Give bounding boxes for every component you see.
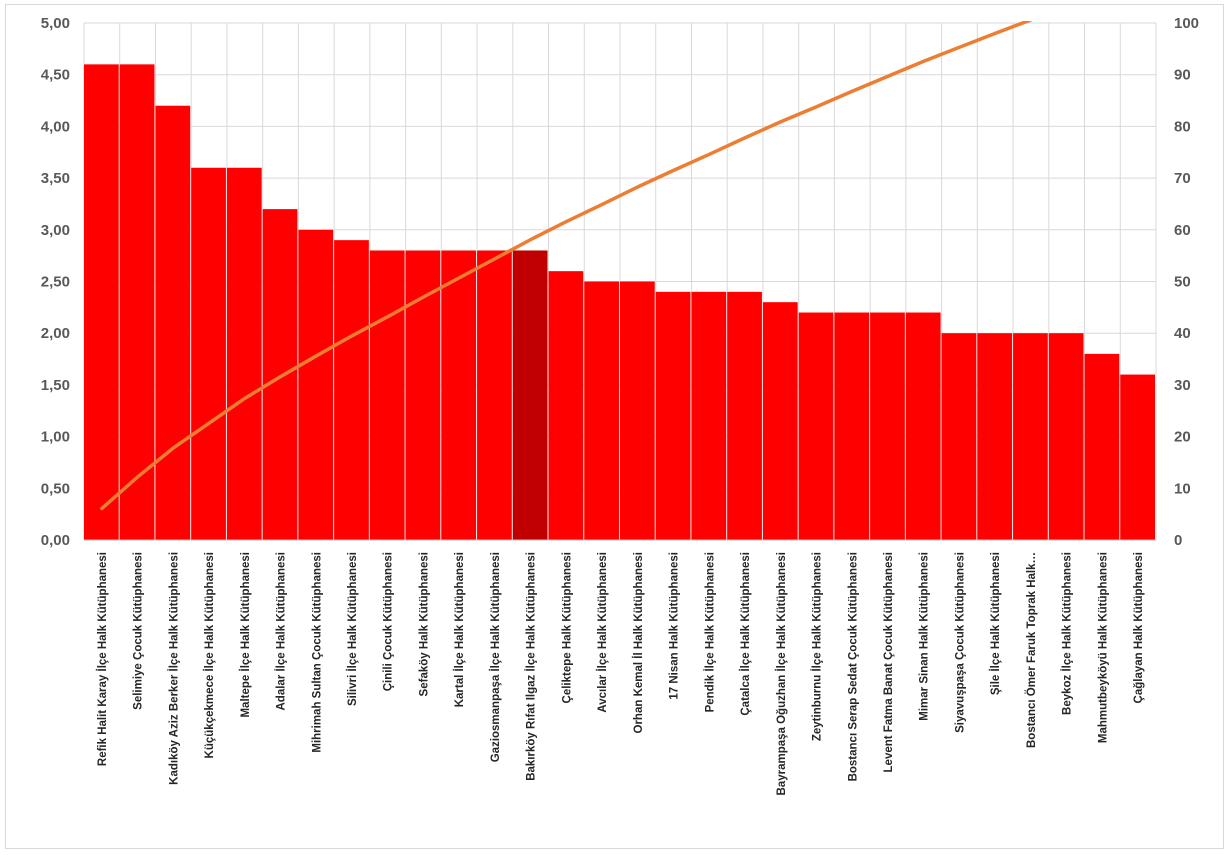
category-label: Çatalca İlçe Halk Kütüphanesi [739,552,752,716]
bar [155,105,191,540]
category-label: Beykoz İlçe Halk Kütüphanesi [1061,552,1074,715]
bar [1048,333,1084,540]
category-label: Avcılar İlçe Halk Kütüphanesi [596,552,609,713]
bar [334,240,369,540]
right-tick-label: 20 [1174,429,1191,446]
left-tick-label: 3,00 [41,222,70,239]
category-label: Selimiye Çocuk Kütüphanesi [133,552,145,710]
cumulative-line-series [100,21,1033,511]
x-axis-labels: Refik Halit Karay İlçe Halk Kütüphanesi S… [84,539,1156,796]
bar [1013,333,1048,540]
category-label: Mimar Sinan Halk Kütüphanesi [919,552,931,721]
bar [298,229,334,541]
category-label: Gaziosmanpaşa İlçe Halk Kütüphanesi [489,552,502,762]
category-label: Çinili Çocuk Kütüphanesi [383,552,395,691]
bar [727,291,762,540]
category-label: Çeliktepe Halk Kütüphanesi [561,552,573,703]
left-tick-label: 0,50 [41,480,70,497]
bar [655,291,691,540]
left-tick-label: 4,00 [41,118,70,135]
bar [977,333,1013,540]
right-tick-label: 0 [1174,532,1182,549]
right-tick-label: 70 [1174,170,1191,187]
category-label: Küçükçekmece İlçe Halk Kütüphanesi [203,552,216,758]
bar [441,250,477,541]
right-tick-label: 90 [1174,67,1191,84]
category-label: Maltepe İlçe Halk Kütüphanesi [239,552,252,718]
bar [798,312,834,540]
left-tick-label: 1,00 [41,429,70,446]
category-label: Levent Fatma Banat Çocuk Kütüphanesi [883,552,895,772]
category-label: 17 Nisan Halk Kütüphanesi [669,552,681,700]
bar [84,64,119,541]
left-tick-label: 4,50 [41,67,70,84]
bar [369,250,405,541]
category-label: Zeytinburnu İlçe Halk Kütüphanesi [811,552,824,741]
left-tick-label: 1,50 [41,377,70,394]
category-label: Bayrampaşa Oğuzhan İlçe Halk Kütüphanesi [775,552,788,796]
bar [119,64,155,541]
bar [191,167,226,540]
bar [584,281,619,540]
left-tick-label: 5,00 [41,15,70,32]
left-tick-label: 0,00 [41,532,70,549]
bar [905,312,941,540]
left-tick-label: 2,00 [41,325,70,342]
bar [548,271,584,540]
bar [620,281,655,540]
bar [262,209,298,540]
category-label: Pendik İlçe Halk Kütüphanesi [703,552,716,712]
chart-frame: 0,00 0,50 1,00 1,50 2,00 2,50 3,00 3,50 4,00 4,50… [5,4,1224,849]
category-label: Refik Halit Karay İlçe Halk Kütüphanesi [96,552,109,766]
right-tick-label: 30 [1174,377,1191,394]
bar [691,291,727,540]
bar [870,312,905,540]
bar [941,333,977,540]
category-label: Adalar İlçe Halk Kütüphanesi [275,552,288,711]
bar [477,250,512,541]
category-label: Bakırköy Rıfat Ilgaz İlçe Halk Kütüphane… [525,552,538,781]
bar [1084,353,1120,540]
right-tick-label: 50 [1174,274,1191,291]
bar [762,302,798,540]
category-label: Mahmutbeyköyü Halk Kütüphanesi [1097,552,1109,743]
category-label: Kadıköy Aziz Berker İlçe Halk Kütüphanes… [167,552,180,785]
bar [1120,374,1155,540]
category-label: Sefaköy Halk Kütüphanesi [418,552,430,696]
bar [226,167,262,540]
category-label: Siyavuşpaşa Çocuk Kütüphanesi [954,552,966,733]
category-label: Şile İlçe Halk Kütüphanesi [989,552,1002,695]
category-label: Çağlayan Halk Kütüphanesi [1133,552,1145,703]
left-tick-label: 3,50 [41,170,70,187]
bar [512,250,548,541]
category-label: Bostancı Ömer Faruk Toprak Halk… [1025,552,1038,748]
right-tick-label: 10 [1174,480,1191,497]
category-label: Kartal İlçe Halk Kütüphanesi [453,552,466,707]
pareto-chart: 0,00 0,50 1,00 1,50 2,00 2,50 3,00 3,50 4,00 4,50… [41,15,1199,796]
category-label: Silivri İlçe Halk Kütüphanesi [346,552,359,706]
bar [405,250,441,541]
right-tick-label: 80 [1174,118,1191,135]
right-tick-label: 40 [1174,325,1191,342]
right-tick-label: 100 [1174,15,1199,32]
category-label: Bostancı Serap Sedat Çocuk Kütüphanesi [847,552,859,781]
cumulative-line [100,21,1033,511]
left-y-axis: 0,00 0,50 1,00 1,50 2,00 2,50 3,00 3,50 4,00 4,50… [41,15,70,549]
category-label: Orhan Kemal İl Halk Kütüphanesi [632,552,645,733]
category-label: Mihrimah Sultan Çocuk Kütüphanesi [311,552,323,753]
right-y-axis: 0 10 20 30 40 50 60 70 80 90 100 [1174,15,1199,549]
bar-series [84,64,1155,541]
right-tick-label: 60 [1174,222,1191,239]
bar [834,312,870,540]
left-tick-label: 2,50 [41,274,70,291]
